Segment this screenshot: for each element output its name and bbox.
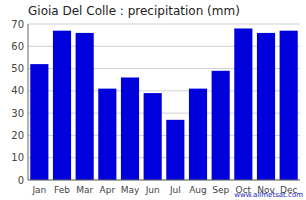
x-tick-label: Mar	[76, 185, 93, 195]
bar	[98, 89, 116, 180]
y-axis-line	[28, 24, 29, 180]
chart-container: Gioia Del Colle : precipitation (mm) 0 10 2…	[0, 0, 306, 200]
y-tick-label: 20	[11, 130, 24, 141]
grid-line	[28, 180, 300, 181]
x-tick-label: Jul	[169, 185, 181, 195]
y-tick-label: 60	[11, 41, 24, 52]
y-tick-label: 30	[11, 108, 24, 119]
x-axis-line	[28, 180, 300, 181]
x-tick-label: May	[121, 185, 140, 195]
bar	[234, 28, 252, 180]
y-tick-label: 0	[18, 175, 24, 186]
x-tick-label: Jun	[145, 185, 160, 195]
y-tick-label: 70	[11, 19, 24, 30]
bar	[280, 31, 298, 180]
x-tick-label: Feb	[54, 185, 70, 195]
x-tick-label: Jan	[31, 185, 46, 195]
y-tick-label: 10	[11, 152, 24, 163]
bar	[189, 89, 207, 180]
x-tick-label: Apr	[100, 185, 116, 195]
bar	[53, 31, 71, 180]
bars	[30, 28, 297, 180]
bar	[257, 33, 275, 180]
bar	[121, 77, 139, 180]
bar	[166, 120, 184, 180]
x-tick-label: Aug	[189, 185, 207, 195]
bar	[30, 64, 48, 180]
grid-line	[28, 24, 300, 25]
x-tick-label: Sep	[212, 185, 229, 195]
chart: Gioia Del Colle : precipitation (mm) 0 10 2…	[0, 0, 306, 200]
bar	[212, 71, 230, 180]
annotation: www.allmetsat.com	[234, 191, 303, 199]
title: Gioia Del Colle : precipitation (mm)	[28, 4, 240, 18]
y-tick-label: 50	[11, 63, 24, 74]
grid	[28, 24, 300, 180]
y-tick-label: 40	[11, 85, 24, 96]
bar	[76, 33, 94, 180]
bar	[144, 93, 162, 180]
